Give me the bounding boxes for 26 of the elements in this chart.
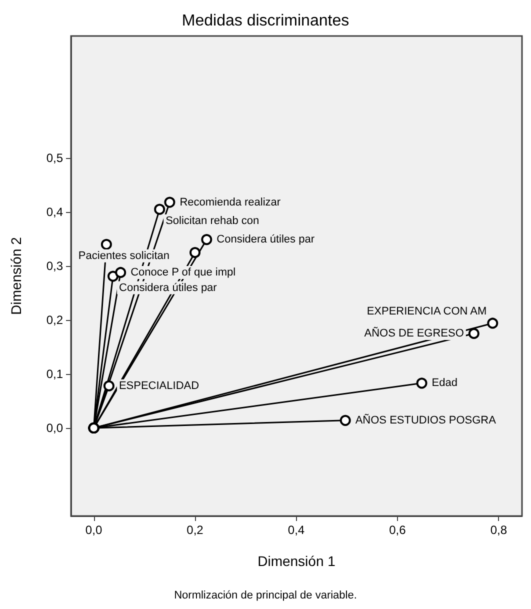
series-label: EXPERIENCIA CON AM [366, 306, 487, 318]
series-label: Pacientes solicitan [78, 250, 170, 262]
x-tick-label: 0,4 [288, 523, 305, 537]
series-label: Edad [432, 377, 458, 390]
series-label: AÑOS DE EGRESO [364, 326, 464, 340]
y-tick-label: 0,1 [46, 367, 64, 381]
chart-title: Medidas discriminantes [182, 12, 350, 30]
series-label: Recomienda realizar [180, 196, 281, 208]
x-tick-label: 0,8 [490, 523, 508, 537]
y-axis-title: Dimensión 2 [8, 236, 24, 315]
series-label: Conoce P of que impl [130, 266, 236, 278]
series-label: AÑOS ESTUDIOS POSGRA [355, 413, 497, 426]
series-label: Considera útiles par [119, 282, 218, 294]
x-tick-label: 0,6 [389, 523, 406, 537]
series-label: Solicitan rehab con [166, 214, 260, 227]
x-tick-label: 0,2 [186, 523, 204, 537]
text: Normlización de principal de variable. [174, 590, 357, 602]
series-label: ESPECIALIDAD [118, 380, 200, 392]
y-tick-label: 0,4 [46, 205, 64, 220]
x-tick-label: 0,0 [85, 523, 102, 537]
y-tick-label: 0,0 [46, 420, 64, 435]
y-tick-label: 0,3 [46, 259, 64, 274]
series-label: Considera útiles par [216, 234, 315, 246]
y-tick-label: 0,2 [46, 313, 64, 328]
x-axis-title: Dimensión 1 [258, 553, 336, 569]
y-tick-label: 0,5 [46, 151, 64, 166]
